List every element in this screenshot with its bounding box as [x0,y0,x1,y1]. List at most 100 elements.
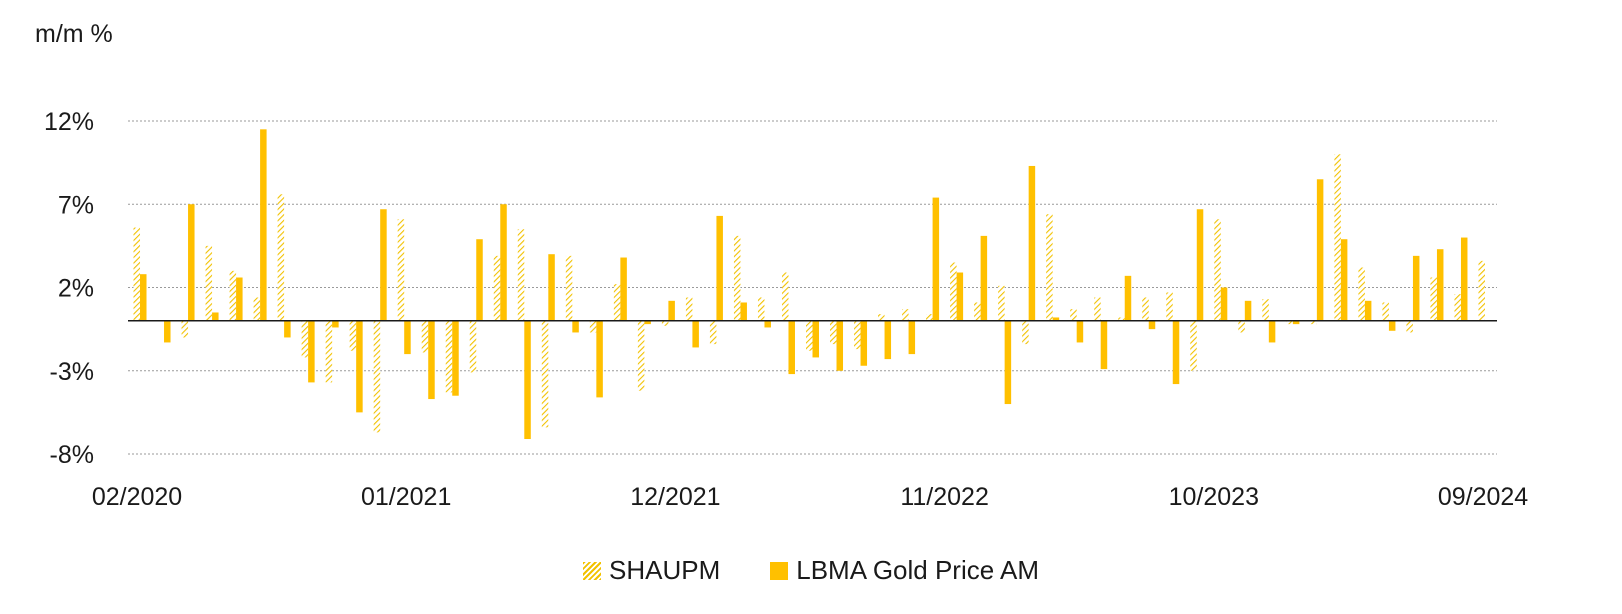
bar-lbma-gold-price-am [212,312,219,321]
bar-shaupm [878,314,885,321]
bar-lbma-gold-price-am [764,320,771,328]
bar-lbma-gold-price-am [500,204,507,321]
bar-lbma-gold-price-am [836,320,844,371]
bar-shaupm [493,255,501,321]
bar-lbma-gold-price-am [188,204,195,321]
y-axis-unit-label: m/m % [35,20,113,48]
bar-lbma-gold-price-am [236,277,243,321]
bar-lbma-gold-price-am [956,272,964,321]
bar-lbma-gold-price-am [812,320,819,358]
legend-label: LBMA Gold Price AM [796,555,1039,585]
bar-shaupm [373,320,381,433]
bar-shaupm [445,320,453,393]
bar-shaupm [1334,154,1341,321]
bar-lbma-gold-price-am [1388,320,1396,331]
bar-shaupm [733,235,741,321]
y-tick-label: 12% [44,108,94,136]
bar-shaupm [1358,267,1365,321]
bar-lbma-gold-price-am [356,320,363,413]
bars [133,129,1485,440]
bar-shaupm [1214,219,1221,321]
bar-lbma-gold-price-am [380,209,387,321]
bar-lbma-gold-price-am [1076,320,1084,343]
bar-lbma-gold-price-am [1340,239,1348,321]
bar-lbma-gold-price-am [668,300,675,321]
bar-lbma-gold-price-am [860,320,868,366]
bar-shaupm [1190,320,1197,371]
bar-shaupm [661,320,669,326]
bar-lbma-gold-price-am [1196,209,1204,321]
bar-shaupm [1262,299,1269,321]
bar-shaupm [998,285,1005,321]
legend-label: SHAUPM [608,555,721,585]
bar-shaupm [1382,302,1389,321]
bar-shaupm [1286,320,1293,325]
bar-shaupm [637,320,645,391]
bar-lbma-gold-price-am [548,254,555,321]
bar-lbma-gold-price-am [308,320,315,383]
bar-shaupm [1406,320,1413,333]
bar-shaupm [1118,317,1125,321]
bar-lbma-gold-price-am [1052,317,1060,321]
bar-lbma-gold-price-am [596,320,603,398]
bar-lbma-gold-price-am [452,320,459,396]
bar-shaupm [1310,320,1317,325]
x-tick-label: 12/2021 [630,483,720,511]
bar-shaupm [1478,260,1485,321]
bar-shaupm [854,320,861,350]
bar-shaupm [517,229,525,321]
bar-lbma-gold-price-am [740,302,747,321]
bar-lbma-gold-price-am [1172,320,1180,385]
y-tick-label: 2% [58,275,94,303]
bar-shaupm [421,320,429,353]
bar-lbma-gold-price-am [932,197,940,321]
bar-shaupm [1142,297,1149,321]
bar-lbma-gold-price-am [260,129,267,321]
bar-shaupm [709,320,717,345]
y-axis-ticks: 12% 7% 2% -3% -8% [44,108,94,469]
bar-shaupm [301,320,309,358]
bar-shaupm [1094,297,1101,321]
y-tick-label: -3% [50,358,94,386]
legend-item-lbma: LBMA Gold Price AM [770,555,1039,586]
bar-shaupm [205,245,213,321]
bar-shaupm [589,320,597,333]
bar-shaupm [229,270,237,321]
bar-lbma-gold-price-am [716,215,723,321]
bar-shaupm [1022,320,1029,345]
bar-lbma-gold-price-am [1436,249,1444,321]
bar-lbma-gold-price-am [1316,179,1324,321]
x-axis-ticks: 02/2020 01/2021 12/2021 11/2022 10/2023 09/20… [92,483,1528,511]
bar-shaupm [541,320,549,428]
bar-lbma-gold-price-am [572,320,579,333]
bar-shaupm [613,284,621,321]
bar-lbma-gold-price-am [980,235,988,321]
bar-lbma-gold-price-am [1268,320,1276,343]
bar-shaupm [1046,214,1053,321]
bar-shaupm [325,320,333,383]
bar-shaupm [253,297,261,321]
bar-shaupm [1070,309,1077,321]
bar-shaupm [565,255,573,321]
bar-lbma-gold-price-am [1292,320,1300,325]
bar-lbma-gold-price-am [1244,300,1252,321]
y-tick-label: -8% [50,441,94,469]
bar-shaupm [1238,320,1245,333]
bar-lbma-gold-price-am [1124,275,1132,321]
bar-shaupm [781,272,789,321]
bar-lbma-gold-price-am [1412,255,1420,321]
bar-lbma-gold-price-am [476,239,483,321]
bar-lbma-gold-price-am [692,320,699,348]
bar-shaupm [926,314,933,321]
bar-lbma-gold-price-am [140,274,147,321]
legend: SHAUPM LBMA Gold Price AM [0,555,1622,586]
x-tick-label: 11/2022 [900,483,989,511]
bar-lbma-gold-price-am [524,320,531,440]
bar-lbma-gold-price-am [164,320,171,343]
bar-shaupm [133,227,141,321]
x-tick-label: 01/2021 [361,483,451,511]
y-tick-label: 7% [58,191,94,219]
bar-shaupm [349,320,357,351]
